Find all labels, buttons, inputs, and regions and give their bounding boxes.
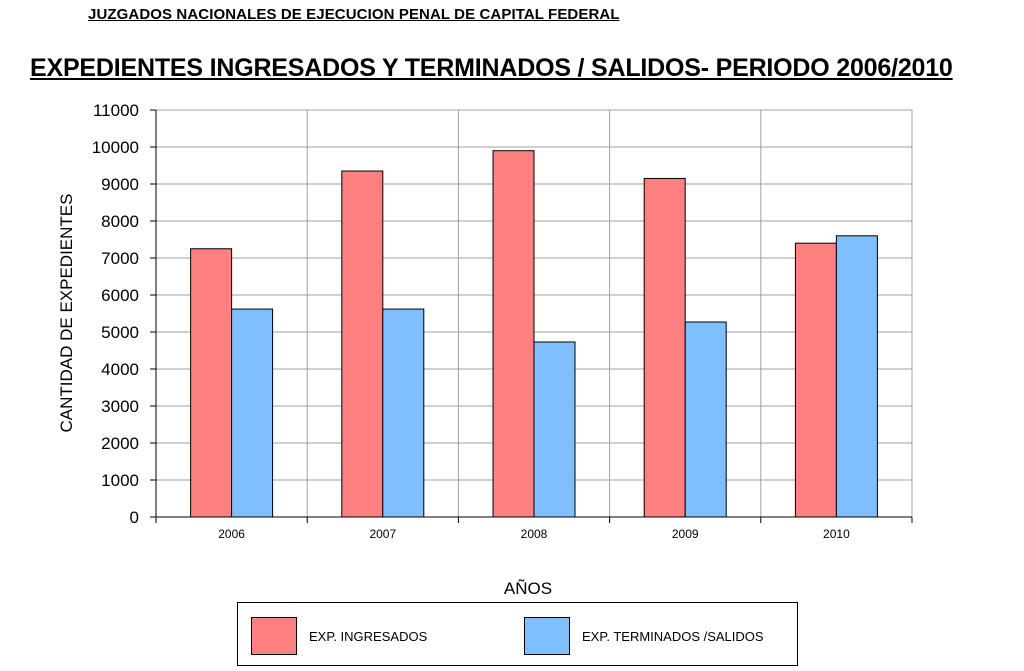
y-tick-label: 11000	[93, 101, 139, 120]
bar-terminados-2006	[231, 308, 274, 518]
bar-chart: 0 1000 2000 3000 4000 5000 6000 7000 8000 9000 100…	[57, 101, 913, 598]
bar-terminados-2009	[684, 321, 727, 518]
y-tick-label: 9000	[101, 175, 139, 194]
bar-terminados-2010	[835, 235, 878, 518]
chart-legend: EXP. INGRESADOS EXP. TERMINADOS /SALIDOS	[237, 602, 798, 666]
legend-swatch-terminados	[524, 617, 570, 655]
legend-item-terminados: EXP. TERMINADOS /SALIDOS	[524, 616, 764, 656]
y-tick-label: 0	[130, 508, 139, 527]
bar-ingresados-2010	[794, 242, 837, 518]
chart-title: EXPEDIENTES INGRESADOS Y TERMINADOS / SA…	[30, 54, 953, 82]
y-tick-label: 8000	[101, 212, 139, 231]
y-tick-label: 2000	[101, 434, 139, 453]
legend-item-ingresados: EXP. INGRESADOS	[251, 616, 427, 656]
y-tick-label: 7000	[101, 249, 139, 268]
x-axis-title: AÑOS	[504, 579, 552, 598]
y-axis-title: CANTIDAD DE EXPEDIENTES	[57, 194, 76, 433]
y-tick-label: 10000	[92, 138, 139, 157]
x-tick-label: 2010	[823, 527, 850, 541]
bar-ingresados-2007	[341, 170, 384, 518]
legend-swatch-ingresados	[251, 617, 297, 655]
x-tick-label: 2008	[521, 527, 548, 541]
bar-terminados-2007	[382, 308, 425, 518]
y-tick-label: 4000	[101, 360, 139, 379]
legend-label-ingresados: EXP. INGRESADOS	[309, 628, 428, 644]
y-tick-label: 3000	[101, 397, 139, 416]
bar-ingresados-2009	[643, 177, 686, 518]
x-tick-label: 2006	[218, 527, 245, 541]
y-tick-label: 5000	[101, 323, 139, 342]
chart-header: JUZGADOS NACIONALES DE EJECUCION PENAL D…	[88, 6, 620, 23]
x-tick-label: 2007	[369, 527, 396, 541]
bar-ingresados-2006	[190, 248, 233, 518]
legend-label-terminados: EXP. TERMINADOS /SALIDOS	[582, 628, 764, 644]
bar-ingresados-2008	[492, 150, 535, 518]
x-tick-label: 2009	[672, 527, 699, 541]
bar-terminados-2008	[533, 341, 576, 518]
y-tick-label: 1000	[101, 471, 139, 490]
y-tick-label: 6000	[101, 286, 139, 305]
